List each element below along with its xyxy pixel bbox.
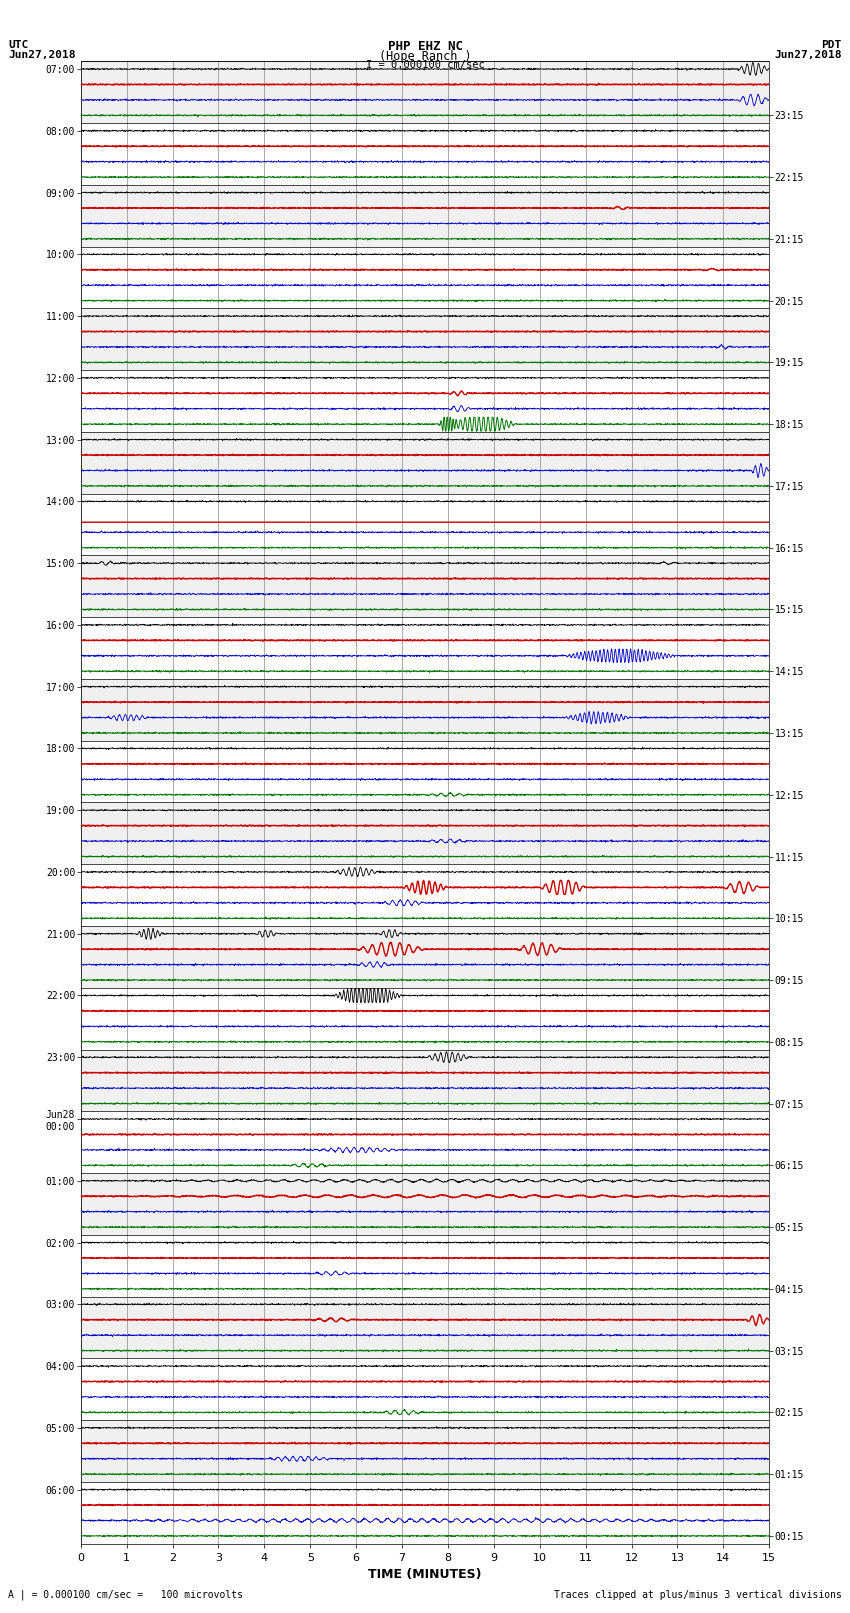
Bar bbox=[81, 1173, 769, 1236]
Bar bbox=[81, 1419, 769, 1482]
Bar bbox=[81, 369, 769, 432]
Bar bbox=[81, 1111, 769, 1173]
Bar bbox=[81, 123, 769, 185]
Bar bbox=[81, 1358, 769, 1419]
Text: (Hope Ranch ): (Hope Ranch ) bbox=[379, 50, 471, 63]
Bar bbox=[81, 247, 769, 308]
Bar bbox=[81, 61, 769, 123]
Bar bbox=[81, 555, 769, 618]
Bar bbox=[81, 926, 769, 987]
Text: I = 0.000100 cm/sec: I = 0.000100 cm/sec bbox=[366, 60, 484, 69]
Bar bbox=[81, 185, 769, 247]
Bar bbox=[81, 679, 769, 740]
Text: PDT: PDT bbox=[821, 40, 842, 50]
Text: UTC: UTC bbox=[8, 40, 29, 50]
Bar bbox=[81, 432, 769, 494]
Bar bbox=[81, 987, 769, 1050]
Text: PHP EHZ NC: PHP EHZ NC bbox=[388, 40, 462, 53]
X-axis label: TIME (MINUTES): TIME (MINUTES) bbox=[368, 1568, 482, 1581]
Text: Jun27,2018: Jun27,2018 bbox=[8, 50, 76, 60]
Text: Jun27,2018: Jun27,2018 bbox=[774, 50, 842, 60]
Bar bbox=[81, 1482, 769, 1544]
Bar bbox=[81, 308, 769, 369]
Text: Traces clipped at plus/minus 3 vertical divisions: Traces clipped at plus/minus 3 vertical … bbox=[553, 1590, 842, 1600]
Bar bbox=[81, 740, 769, 803]
Bar bbox=[81, 1236, 769, 1297]
Bar bbox=[81, 618, 769, 679]
Text: A | = 0.000100 cm/sec =   100 microvolts: A | = 0.000100 cm/sec = 100 microvolts bbox=[8, 1589, 243, 1600]
Bar bbox=[81, 865, 769, 926]
Bar bbox=[81, 494, 769, 555]
Bar bbox=[81, 1050, 769, 1111]
Bar bbox=[81, 803, 769, 865]
Bar bbox=[81, 1297, 769, 1358]
